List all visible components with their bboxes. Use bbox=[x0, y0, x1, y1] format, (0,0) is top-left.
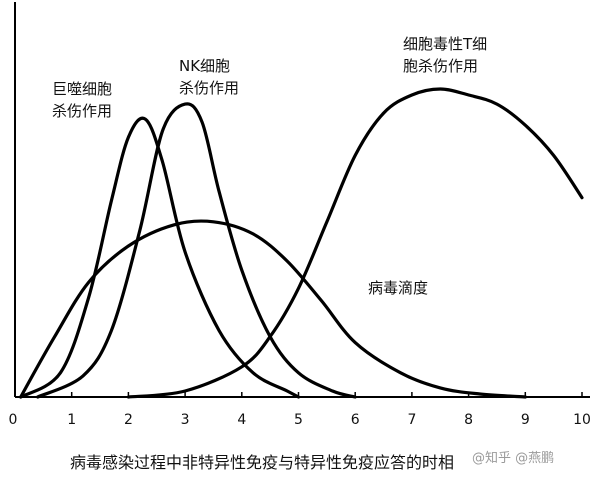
virus-titer-curve bbox=[19, 219, 527, 399]
x-tick-label-9: 9 bbox=[521, 412, 530, 428]
x-tick-label-6: 6 bbox=[351, 412, 360, 428]
macrophage-label-line-2: 杀伤作用 bbox=[52, 102, 112, 120]
macrophage-curve bbox=[19, 116, 301, 399]
x-tick-label-10: 10 bbox=[573, 412, 591, 428]
ctl-label-line-1: 细胞毒性T细 bbox=[403, 35, 487, 53]
macrophage-label-line-1: 巨噬细胞 bbox=[52, 80, 112, 98]
virus-titer-label-line-1: 病毒滴度 bbox=[368, 279, 428, 297]
x-tick-label-1: 1 bbox=[67, 412, 76, 428]
ctl-label-line-2: 胞杀伤作用 bbox=[403, 57, 478, 75]
ctl-curve bbox=[126, 87, 584, 399]
x-tick-label-2: 2 bbox=[124, 412, 133, 428]
nk-cell-label-line-2: 杀伤作用 bbox=[179, 79, 239, 97]
x-tick-label-5: 5 bbox=[294, 412, 303, 428]
x-tick-label-3: 3 bbox=[181, 412, 190, 428]
nk-cell-curve bbox=[36, 102, 357, 399]
x-tick-label-4: 4 bbox=[237, 412, 246, 428]
watermark: @知乎 @燕鹏 bbox=[472, 450, 554, 466]
figure-caption: 病毒感染过程中非特异性免疫与特异性免疫应答的时相 bbox=[70, 453, 454, 472]
x-tick-label-0: 0 bbox=[9, 412, 18, 428]
plot-area: 0 1 2 3 4 5 6 7 8 9 10巨噬细胞杀伤作用NK细胞杀伤作用细胞毒性T细胞杀伤作用病… bbox=[9, 2, 591, 472]
x-tick-label-8: 8 bbox=[464, 412, 473, 428]
x-tick-label-7: 7 bbox=[407, 412, 416, 428]
nk-cell-label-line-1: NK细胞 bbox=[179, 57, 230, 75]
